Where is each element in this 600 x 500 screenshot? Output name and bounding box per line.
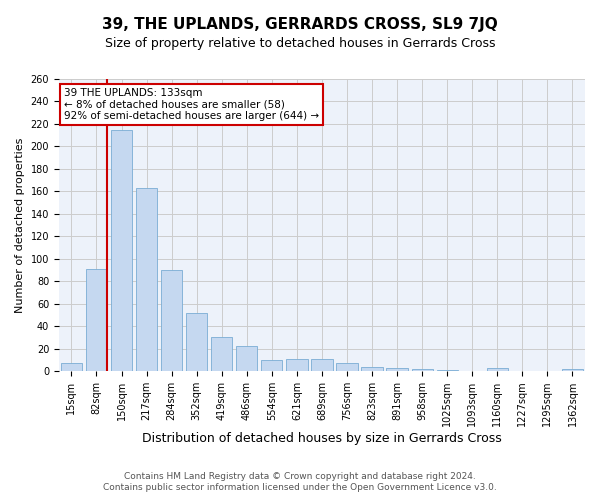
Text: 39, THE UPLANDS, GERRARDS CROSS, SL9 7JQ: 39, THE UPLANDS, GERRARDS CROSS, SL9 7JQ: [102, 18, 498, 32]
Bar: [412, 369, 433, 371]
Bar: [61, 363, 82, 371]
Bar: [86, 269, 107, 371]
X-axis label: Distribution of detached houses by size in Gerrards Cross: Distribution of detached houses by size …: [142, 432, 502, 445]
Text: 39 THE UPLANDS: 133sqm
← 8% of detached houses are smaller (58)
92% of semi-deta: 39 THE UPLANDS: 133sqm ← 8% of detached …: [64, 88, 319, 121]
Y-axis label: Number of detached properties: Number of detached properties: [15, 138, 25, 312]
Bar: [311, 358, 332, 371]
Bar: [161, 270, 182, 371]
Bar: [562, 369, 583, 371]
Bar: [361, 366, 383, 371]
Bar: [111, 130, 132, 371]
Bar: [286, 358, 308, 371]
Text: Size of property relative to detached houses in Gerrards Cross: Size of property relative to detached ho…: [105, 38, 495, 51]
Bar: [211, 338, 232, 371]
Bar: [186, 312, 208, 371]
Bar: [337, 363, 358, 371]
Bar: [437, 370, 458, 371]
Bar: [386, 368, 408, 371]
Bar: [236, 346, 257, 371]
Bar: [487, 368, 508, 371]
Bar: [136, 188, 157, 371]
Bar: [261, 360, 283, 371]
Text: Contains HM Land Registry data © Crown copyright and database right 2024.
Contai: Contains HM Land Registry data © Crown c…: [103, 472, 497, 492]
